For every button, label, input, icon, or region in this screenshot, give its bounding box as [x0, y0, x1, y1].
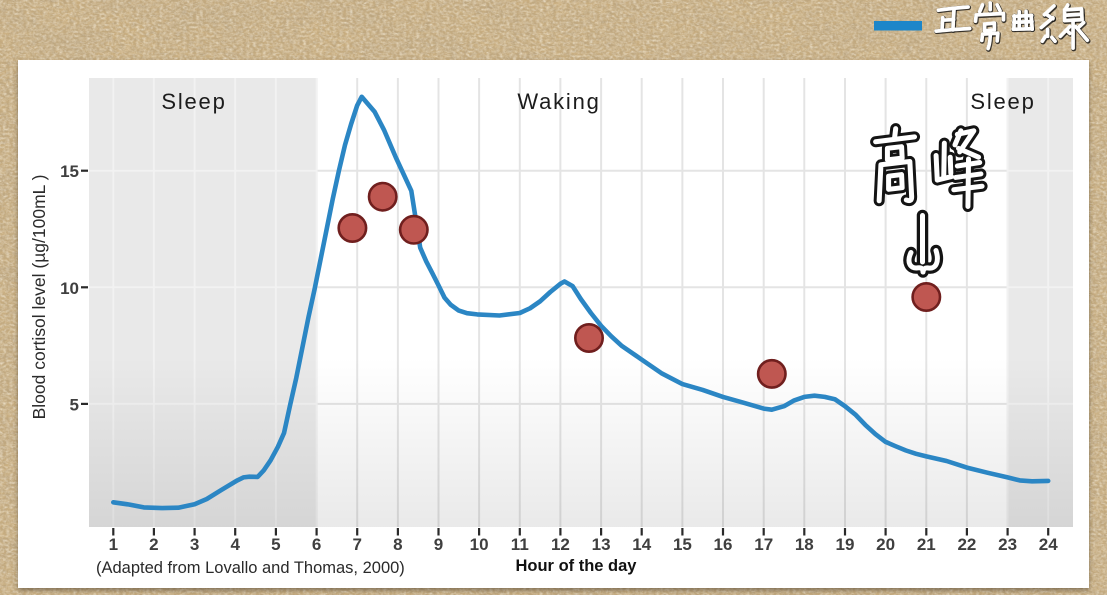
svg-text:10: 10 — [470, 535, 489, 554]
svg-text:24: 24 — [1039, 535, 1058, 554]
svg-text:7: 7 — [352, 535, 361, 554]
svg-text:4: 4 — [230, 535, 240, 554]
svg-text:(Adapted from Lovallo and Thom: (Adapted from Lovallo and Thomas, 2000) — [96, 559, 405, 577]
svg-text:3: 3 — [190, 535, 199, 554]
svg-text:Sleep: Sleep — [161, 89, 226, 114]
svg-text:15: 15 — [60, 162, 79, 181]
svg-text:5: 5 — [271, 535, 280, 554]
svg-text:23: 23 — [998, 535, 1017, 554]
svg-text:11: 11 — [511, 535, 529, 554]
svg-text:9: 9 — [434, 535, 443, 554]
svg-text:6: 6 — [312, 535, 321, 554]
svg-text:20: 20 — [876, 535, 895, 554]
svg-text:21: 21 — [917, 535, 936, 554]
svg-text:10: 10 — [60, 279, 79, 298]
svg-text:15: 15 — [673, 535, 692, 554]
svg-text:5: 5 — [70, 395, 79, 414]
svg-text:19: 19 — [836, 535, 855, 554]
svg-text:1: 1 — [109, 535, 118, 554]
svg-text:Sleep: Sleep — [970, 89, 1035, 114]
svg-text:12: 12 — [551, 535, 570, 554]
svg-text:17: 17 — [754, 535, 773, 554]
svg-text:22: 22 — [957, 535, 976, 554]
svg-text:Blood cortisol level (µg/100mL: Blood cortisol level (µg/100mL ) — [29, 175, 49, 420]
svg-text:13: 13 — [592, 535, 611, 554]
svg-text:8: 8 — [393, 535, 402, 554]
svg-text:14: 14 — [632, 535, 651, 554]
svg-text:Hour of the day: Hour of the day — [515, 557, 637, 575]
svg-text:16: 16 — [714, 535, 733, 554]
svg-text:2: 2 — [149, 535, 158, 554]
svg-text:Waking: Waking — [517, 89, 600, 114]
svg-text:18: 18 — [795, 535, 814, 554]
